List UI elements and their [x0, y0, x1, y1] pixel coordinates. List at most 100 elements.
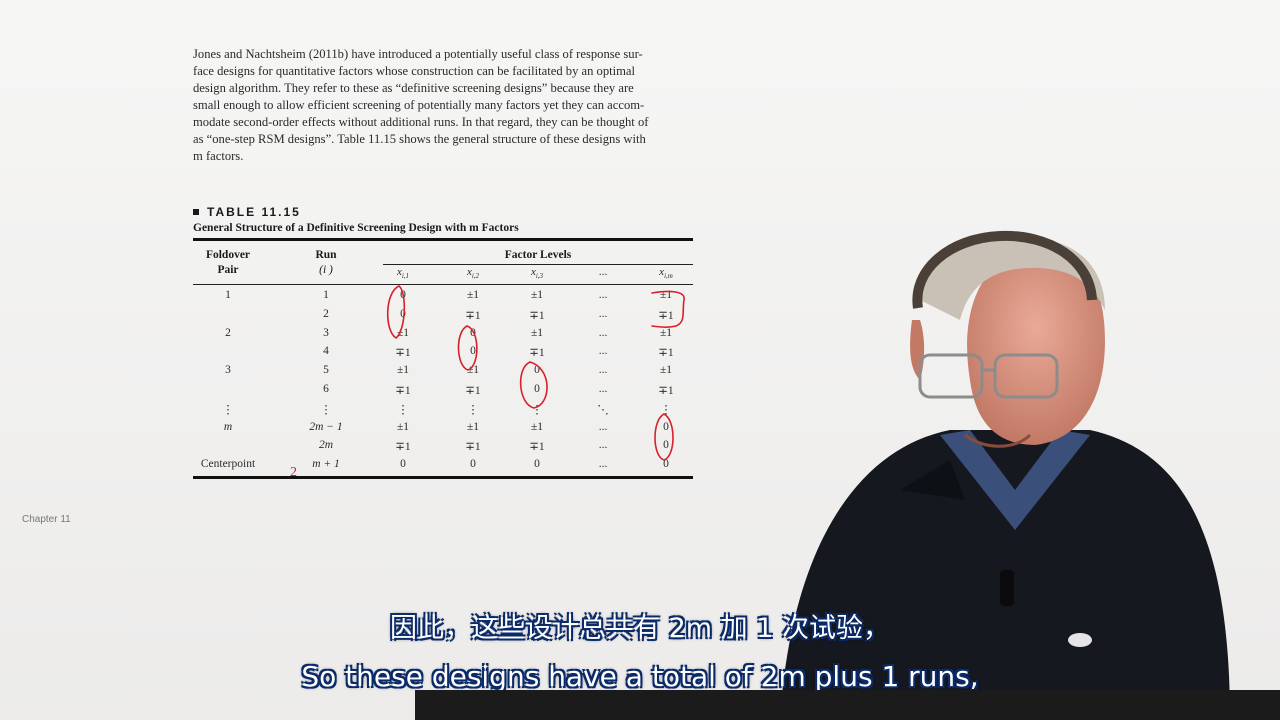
- table-heading: TABLE 11.15 General Structure of a Defin…: [193, 205, 519, 234]
- header-xm: xi,m: [659, 266, 673, 281]
- cell-x2: ±1: [466, 289, 480, 301]
- header-run-index: (i ): [319, 264, 333, 276]
- cell-run: m + 1: [312, 458, 340, 471]
- cell-x1: 0: [400, 458, 406, 471]
- paragraph-line: small enough to allow efficient screenin…: [193, 98, 645, 112]
- cell-xm: ±1: [659, 289, 673, 301]
- header-pair: Pair: [217, 264, 239, 276]
- cell-pair: ⋮: [222, 403, 234, 416]
- cell-pair: 1: [225, 289, 231, 301]
- cell-xm: 0: [663, 439, 669, 452]
- header-x1: xi,1: [396, 266, 410, 281]
- chapter-footer: Chapter 11: [22, 514, 71, 525]
- cell-dots: ...: [598, 364, 608, 377]
- header-x2: xi,2: [466, 266, 480, 281]
- table-bottom-rule: [193, 476, 693, 479]
- presenter-video: [780, 230, 1230, 720]
- cell-x2: ∓1: [465, 309, 481, 322]
- cell-dots: ...: [598, 458, 608, 471]
- cell-x3: ⋮: [531, 403, 543, 416]
- cell-run: ⋮: [320, 403, 332, 416]
- cell-x1: ±1: [396, 420, 410, 433]
- cell-x3: ±1: [530, 326, 544, 339]
- cell-x1: 0: [400, 307, 406, 320]
- paragraph-line: design algorithm. They refer to these as…: [193, 81, 634, 95]
- paragraph-line: modate second-order effects without addi…: [193, 115, 649, 129]
- cell-x3: ∓1: [529, 347, 545, 360]
- cell-xm: 0: [663, 420, 669, 433]
- paragraph-line: Jones and Nachtsheim (2011b) have introd…: [193, 47, 643, 61]
- subtitle-chinese: 因此，这些设计总共有 2m 加 1 次试验，: [390, 613, 890, 644]
- intro-paragraph: Jones and Nachtsheim (2011b) have introd…: [193, 46, 721, 165]
- subtitle-english: So these designs have a total of 2m plus…: [301, 660, 979, 693]
- cell-pair: Centerpoint: [200, 458, 256, 471]
- cell-dots: ...: [598, 289, 608, 301]
- paragraph-line: face designs for quantitative factors wh…: [193, 64, 636, 78]
- cell-x3: ±1: [530, 420, 544, 433]
- cell-x3: 0: [534, 458, 540, 471]
- cell-x1: ∓1: [395, 385, 411, 397]
- square-bullet-icon: [193, 209, 199, 215]
- table-caption: General Structure of a Definitive Screen…: [193, 222, 519, 234]
- cell-x2: 0: [470, 326, 476, 339]
- cell-dots: ⋱: [597, 403, 609, 416]
- cell-pair: m: [223, 420, 233, 433]
- cell-run: 3: [323, 326, 329, 339]
- cell-x1: ±1: [396, 326, 410, 339]
- cell-x2: ±1: [466, 420, 480, 433]
- cell-dots: ...: [598, 383, 608, 395]
- cell-x2: 0: [470, 458, 476, 471]
- cell-x1: ±1: [396, 364, 410, 377]
- cell-xm: 0: [663, 458, 669, 471]
- cell-pair: 3: [225, 364, 231, 377]
- cell-x2: ±1: [466, 364, 480, 377]
- factor-levels-rule: [383, 264, 693, 265]
- cell-x1: ∓1: [395, 347, 411, 360]
- cell-dots: ...: [598, 345, 608, 358]
- cell-x3: ∓1: [529, 309, 545, 322]
- cell-xm: ∓1: [658, 385, 674, 397]
- cell-x2: ∓1: [465, 441, 481, 454]
- header-bottom-rule: [193, 284, 693, 285]
- cell-run: 5: [323, 364, 329, 377]
- cell-dots: ...: [598, 439, 608, 452]
- cell-run: 6: [323, 383, 329, 395]
- header-dots: ...: [598, 266, 608, 278]
- cell-xm: ±1: [659, 326, 673, 339]
- cell-x2: 0: [470, 345, 476, 358]
- cell-pair: 2: [225, 326, 231, 339]
- cell-run: 2m: [318, 439, 334, 452]
- header-foldover: Foldover: [205, 249, 251, 261]
- paragraph-line: as “one-step RSM designs”. Table 11.15 s…: [193, 132, 646, 146]
- table-label-text: TABLE 11.15: [207, 205, 301, 219]
- cell-dots: ...: [598, 307, 608, 320]
- header-foldover-pair: Foldover Pair: [193, 248, 263, 278]
- cell-run: 4: [323, 345, 329, 358]
- cell-xm: ±1: [659, 364, 673, 377]
- cell-x3: ∓1: [529, 441, 545, 454]
- cell-x2: ∓1: [465, 385, 481, 397]
- cell-xm: ⋮: [660, 403, 672, 416]
- cell-x3: ±1: [530, 289, 544, 301]
- cell-run: 2: [323, 307, 329, 320]
- cell-run: 2m − 1: [309, 420, 343, 433]
- paragraph-line: m factors.: [193, 149, 244, 163]
- header-factor-levels: Factor Levels: [504, 249, 572, 261]
- table-label: TABLE 11.15: [193, 205, 519, 219]
- table-top-rule: [193, 238, 693, 241]
- header-run-label: Run: [315, 249, 337, 261]
- cell-xm: ∓1: [658, 309, 674, 322]
- header-x3: xi,3: [530, 266, 544, 281]
- header-run: Run (i ): [296, 248, 356, 278]
- cell-dots: ...: [598, 420, 608, 433]
- cell-x3: 0: [534, 383, 540, 395]
- cell-x3: 0: [534, 364, 540, 377]
- desk-edge: [415, 690, 1280, 720]
- cell-x2: ⋮: [467, 403, 479, 416]
- cell-x1: ∓1: [395, 441, 411, 454]
- cell-xm: ∓1: [658, 347, 674, 360]
- cell-x1: 0: [400, 289, 406, 301]
- cell-run: 1: [323, 289, 329, 301]
- cell-x1: ⋮: [397, 403, 409, 416]
